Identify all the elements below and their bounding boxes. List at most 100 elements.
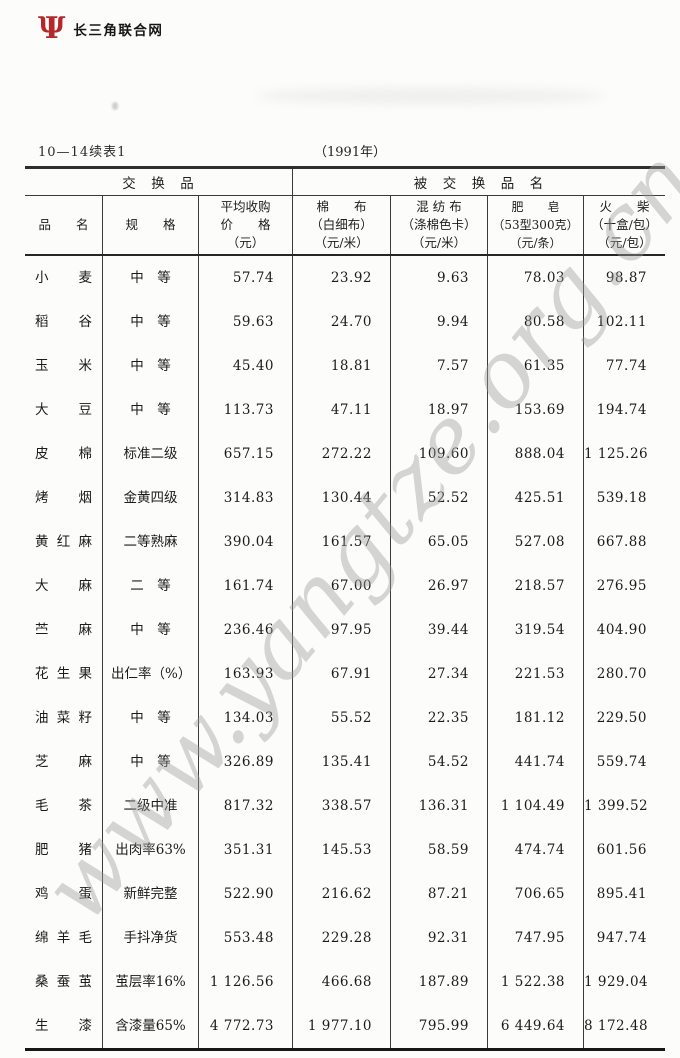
table-row: 绵 羊 毛 手抖净货 553.48 229.28 92.31 747.95 94… — [25, 916, 665, 960]
header-line: （元/条） — [509, 236, 562, 250]
soap-value-cell: 61.35 — [487, 344, 583, 388]
specification-cell: 茧层率16% — [102, 960, 198, 1004]
table-row: 油 菜 籽 中 等 134.03 55.52 22.35 181.12 229.… — [25, 696, 665, 740]
specification-cell: 中 等 — [102, 256, 198, 300]
column-header-specification: 规 格 — [102, 196, 198, 254]
table-row: 苎 麻 中 等 236.46 97.95 39.44 319.54 404.90 — [25, 608, 665, 652]
matches-value-cell: 98.87 — [583, 256, 665, 300]
matches-value-cell: 1 399.52 — [583, 784, 665, 828]
matches-value-cell: 1 929.04 — [583, 960, 665, 1004]
specification-cell: 二 等 — [102, 564, 198, 608]
header-line: 规 格 — [125, 217, 176, 232]
header-line: 棉 布 — [316, 199, 367, 214]
specification-cell: 含漆量65% — [102, 1004, 198, 1048]
table-row: 大 麻 二 等 161.74 67.00 26.97 218.57 276.95 — [25, 564, 665, 608]
matches-value-cell: 404.90 — [583, 608, 665, 652]
table-number-label: 10—14续表1 — [38, 145, 127, 160]
specification-cell: 手抖净货 — [102, 916, 198, 960]
product-name-cell: 毛 茶 — [35, 798, 92, 814]
column-header-blended-fabric: 混 纺 布 （涤棉色卡） （元/米） — [390, 196, 487, 254]
cotton-cloth-value-cell: 145.53 — [292, 828, 390, 872]
blended-fabric-value-cell: 187.89 — [390, 960, 487, 1004]
specification-cell: 出肉率63% — [102, 828, 198, 872]
table-row: 烤 烟 金黄四级 314.83 130.44 52.52 425.51 539.… — [25, 476, 665, 520]
cotton-cloth-value-cell: 338.57 — [292, 784, 390, 828]
product-name-cell: 玉 米 — [35, 358, 92, 374]
psi-logo-icon: Ψ — [38, 11, 66, 46]
avg-purchase-price-cell: 1 126.56 — [198, 960, 292, 1004]
product-name-cell: 肥 猪 — [35, 842, 92, 858]
blended-fabric-value-cell: 58.59 — [390, 828, 487, 872]
specification-cell: 金黄四级 — [102, 476, 198, 520]
site-logo-text: 长三角联合网 — [73, 23, 164, 39]
table-group-header-row: 交 换 品 被 交 换 品 名 — [25, 166, 665, 196]
matches-value-cell: 559.74 — [583, 740, 665, 784]
table-row: 生 漆 含漆量65% 4 772.73 1 977.10 795.99 6 44… — [25, 1004, 665, 1048]
column-header-product-name: 品 名 — [25, 196, 102, 254]
column-header-avg-purchase-price: 平均收购价 格 （元） — [198, 196, 292, 254]
matches-value-cell: 102.11 — [583, 300, 665, 344]
avg-purchase-price-cell: 314.83 — [198, 476, 292, 520]
matches-value-cell: 601.56 — [583, 828, 665, 872]
specification-cell: 中 等 — [102, 300, 198, 344]
table-row: 大 豆 中 等 113.73 47.11 18.97 153.69 194.74 — [25, 388, 665, 432]
header-line: （涤棉色卡） — [401, 217, 477, 232]
cotton-cloth-value-cell: 130.44 — [292, 476, 390, 520]
barter-price-table: 交 换 品 被 交 换 品 名 品 名 规 格 平均收购价 格 （元） 棉 布 （白… — [25, 166, 665, 1051]
matches-value-cell: 667.88 — [583, 520, 665, 564]
scan-speck — [112, 102, 118, 110]
header-line: 品 名 — [38, 217, 89, 232]
table-row: 玉 米 中 等 45.40 18.81 7.57 61.35 77.74 — [25, 344, 665, 388]
avg-purchase-price-cell: 163.93 — [198, 652, 292, 696]
header-line: （元/米） — [314, 235, 369, 250]
soap-value-cell: 706.65 — [487, 872, 583, 916]
cotton-cloth-value-cell: 272.22 — [292, 432, 390, 476]
matches-value-cell: 895.41 — [583, 872, 665, 916]
header-line: 平均收购 — [220, 199, 271, 214]
product-name-cell: 黄 红 麻 — [35, 534, 92, 550]
soap-value-cell: 218.57 — [487, 564, 583, 608]
matches-value-cell: 280.70 — [583, 652, 665, 696]
site-logo: Ψ 长三角联合网 — [38, 14, 163, 44]
soap-value-cell: 153.69 — [487, 388, 583, 432]
blended-fabric-value-cell: 26.97 — [390, 564, 487, 608]
table-row: 花 生 果 出仁率（%） 163.93 67.91 27.34 221.53 2… — [25, 652, 665, 696]
avg-purchase-price-cell: 4 772.73 — [198, 1004, 292, 1048]
product-name-cell: 苎 麻 — [35, 622, 92, 638]
product-name-cell: 大 豆 — [35, 402, 92, 418]
matches-value-cell: 276.95 — [583, 564, 665, 608]
matches-value-cell: 1 125.26 — [583, 432, 665, 476]
table-body: 小 麦 中 等 57.74 23.92 9.63 78.03 98.87 稻 谷… — [25, 256, 665, 1051]
header-line: 价 格 — [220, 217, 271, 232]
blended-fabric-value-cell: 9.63 — [390, 256, 487, 300]
header-line: 混 纺 布 — [416, 199, 462, 214]
blended-fabric-value-cell: 109.60 — [390, 432, 487, 476]
scan-smudge — [255, 88, 605, 104]
product-name-cell: 大 麻 — [35, 578, 92, 594]
product-name-cell: 稻 谷 — [35, 314, 92, 330]
product-name-cell: 花 生 果 — [35, 666, 92, 682]
soap-value-cell: 80.58 — [487, 300, 583, 344]
matches-value-cell: 194.74 — [583, 388, 665, 432]
cotton-cloth-value-cell: 97.95 — [292, 608, 390, 652]
blended-fabric-value-cell: 795.99 — [390, 1004, 487, 1048]
blended-fabric-value-cell: 136.31 — [390, 784, 487, 828]
avg-purchase-price-cell: 113.73 — [198, 388, 292, 432]
column-header-matches: 火 柴 （十盒/包） （元/包） — [583, 196, 665, 254]
header-line: 火 柴 — [599, 199, 650, 214]
avg-purchase-price-cell: 236.46 — [198, 608, 292, 652]
product-name-cell: 油 菜 籽 — [35, 710, 92, 726]
cotton-cloth-value-cell: 24.70 — [292, 300, 390, 344]
cotton-cloth-value-cell: 47.11 — [292, 388, 390, 432]
specification-cell: 新鲜完整 — [102, 872, 198, 916]
product-name-cell: 芝 麻 — [35, 754, 92, 770]
blended-fabric-value-cell: 54.52 — [390, 740, 487, 784]
blended-fabric-value-cell: 18.97 — [390, 388, 487, 432]
product-name-cell: 小 麦 — [35, 270, 92, 286]
soap-value-cell: 221.53 — [487, 652, 583, 696]
blended-fabric-value-cell: 39.44 — [390, 608, 487, 652]
product-name-cell: 皮 棉 — [35, 446, 92, 462]
avg-purchase-price-cell: 45.40 — [198, 344, 292, 388]
soap-value-cell: 1 104.49 — [487, 784, 583, 828]
